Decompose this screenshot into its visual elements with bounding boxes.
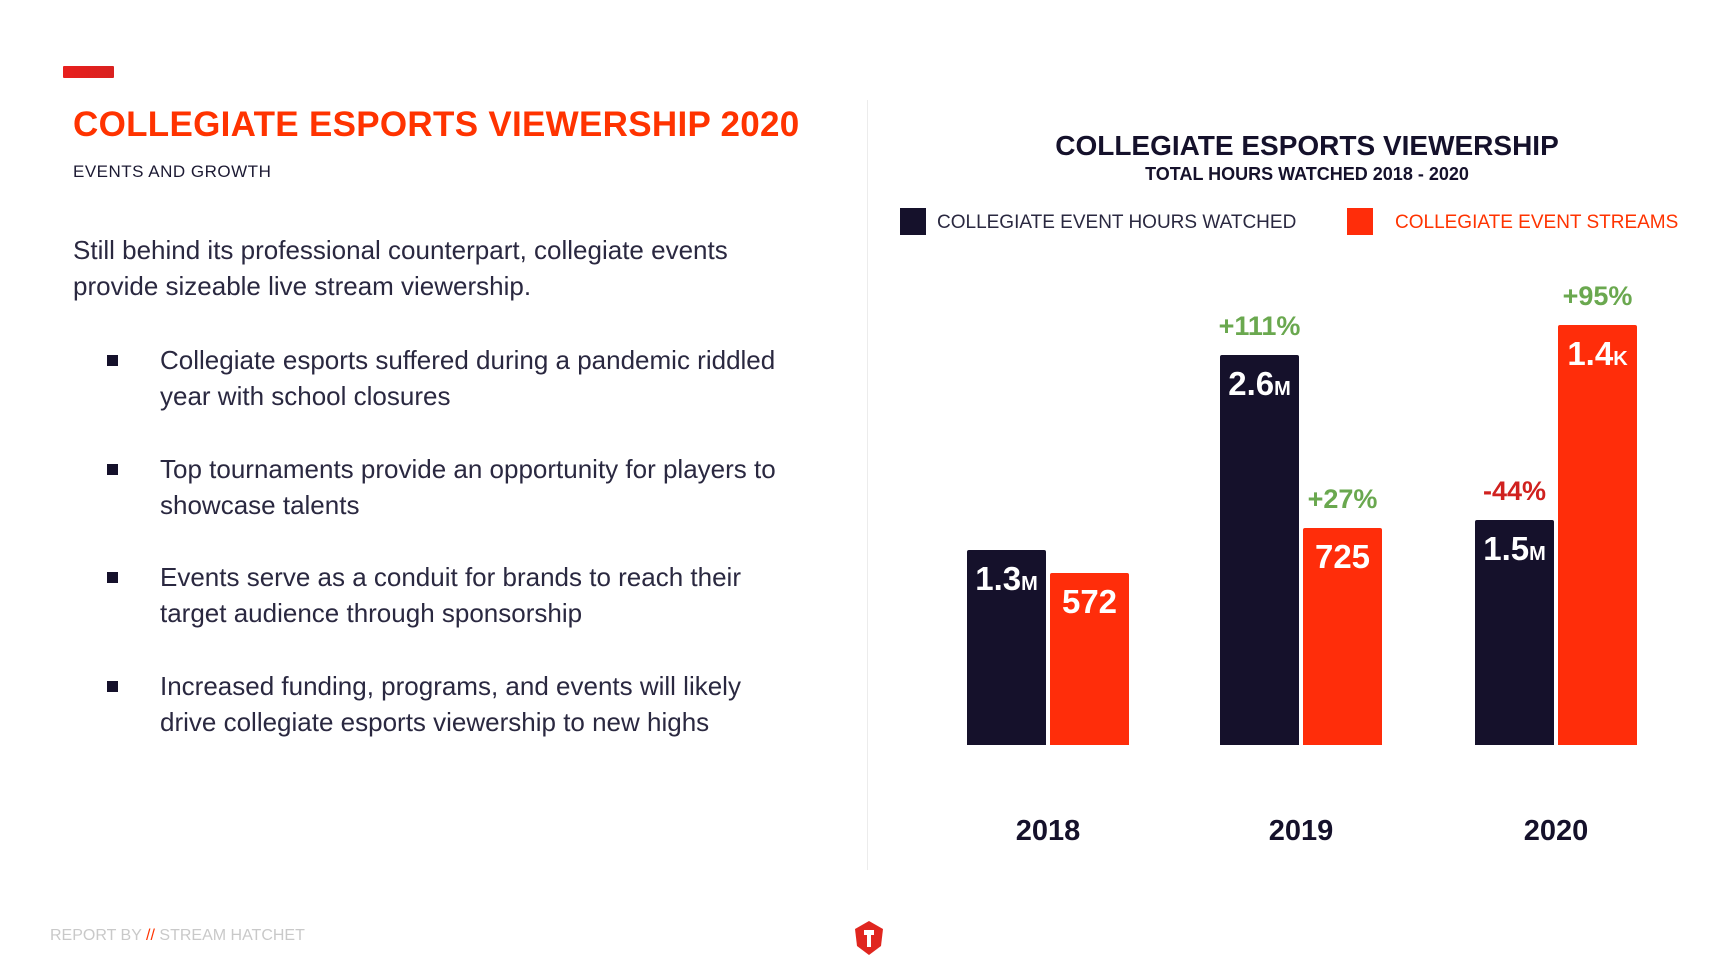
legend-swatch-streams (1347, 208, 1373, 235)
growth-label: +111% (1218, 311, 1301, 341)
bar-hours-2019 (1220, 355, 1299, 745)
chart-subtitle: TOTAL HOURS WATCHED 2018 - 2020 (1145, 164, 1469, 184)
legend-label-hours: COLLEGIATE EVENT HOURS WATCHED (937, 212, 1297, 233)
bullet-text: Increased funding, programs, and events … (160, 671, 741, 737)
square-bullet-icon (107, 355, 118, 366)
bullet-text: Collegiate esports suffered during a pan… (160, 345, 776, 411)
square-bullet-icon (107, 681, 118, 692)
accent-bar (63, 66, 114, 78)
bar-hours-2020 (1475, 520, 1554, 745)
column-divider (867, 100, 868, 870)
chart-title: COLLEGIATE ESPORTS VIEWERSHIP (1055, 130, 1559, 161)
bar-streams-2019 (1303, 527, 1382, 745)
legend-label-streams: COLLEGIATE EVENT STREAMS (1395, 212, 1679, 233)
bar-streams-2018 (1050, 573, 1129, 745)
bar-hours-2018 (967, 550, 1046, 745)
bar-value-label: 1.4K (1567, 335, 1628, 372)
legend-swatch-hours (900, 208, 926, 235)
square-bullet-icon (107, 572, 118, 583)
x-tick-label: 2018 (1015, 815, 1081, 847)
bar-value-label: 1.5M (1483, 530, 1546, 567)
x-tick-label: 2020 (1523, 815, 1589, 847)
intro-text: Still behind its professional counterpar… (73, 235, 728, 301)
bar-value-label: 725 (1314, 537, 1371, 575)
bullet-text: Events serve as a conduit for brands to … (160, 562, 741, 628)
growth-label: -44% (1482, 476, 1547, 506)
footer-credit: REPORT BY // STREAM HATCHET (50, 927, 305, 945)
page-title: COLLEGIATE ESPORTS VIEWERSHIP 2020 (73, 105, 800, 144)
bar-value-label: 572 (1061, 583, 1118, 621)
growth-label: +27% (1307, 483, 1378, 514)
bullet-text: Top tournaments provide an opportunity f… (160, 454, 776, 520)
bar-streams-2020 (1558, 325, 1637, 745)
footer-separator: // (146, 927, 155, 944)
bar-value-label: 2.6M (1228, 365, 1291, 402)
square-bullet-icon (107, 464, 118, 475)
bar-value-label: 1.3M (975, 560, 1038, 597)
page-subtitle: EVENTS AND GROWTH (73, 162, 272, 181)
growth-label: +95% (1562, 281, 1633, 311)
x-tick-label: 2019 (1268, 815, 1334, 847)
hatchet-shield-logo-icon (852, 920, 886, 961)
footer-brand: STREAM HATCHET (159, 927, 305, 944)
footer-prefix: REPORT BY (50, 927, 142, 944)
